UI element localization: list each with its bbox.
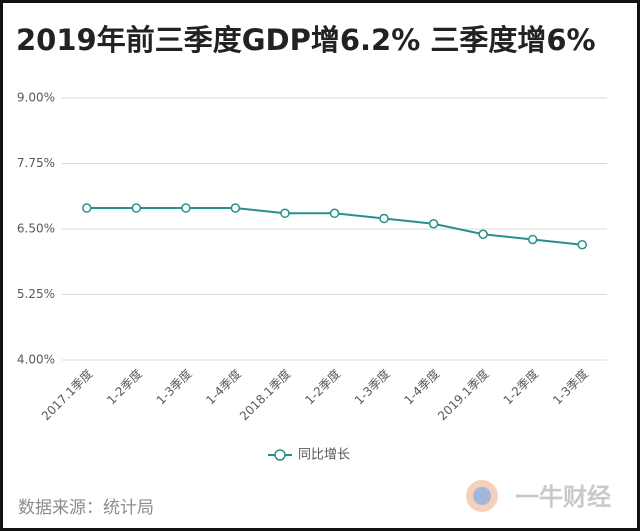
point	[230, 203, 241, 213]
point	[280, 208, 290, 219]
point	[577, 239, 587, 250]
y-tick-label: 7.75%	[17, 156, 55, 170]
watermark: 一牛财经	[515, 483, 611, 511]
point	[379, 213, 389, 224]
y-tick-label: 4.00%	[17, 353, 55, 367]
point	[478, 229, 488, 239]
point	[131, 203, 142, 213]
y-tick-label: 5.25%	[17, 287, 55, 301]
y-tick-label: 6.50%	[17, 222, 55, 236]
point	[527, 234, 538, 245]
point	[329, 208, 340, 219]
legend-marker	[274, 449, 286, 461]
logo	[473, 487, 491, 505]
y-tick-label: 9.00%	[17, 91, 55, 105]
point	[428, 219, 439, 229]
point	[181, 203, 191, 213]
chart-title: 2019年前三季度GDP增6.2% 三季度增6%	[16, 23, 596, 57]
legend-label: 同比增长	[298, 448, 350, 463]
source: 数据来源：统计局	[18, 498, 154, 518]
point	[82, 203, 92, 213]
